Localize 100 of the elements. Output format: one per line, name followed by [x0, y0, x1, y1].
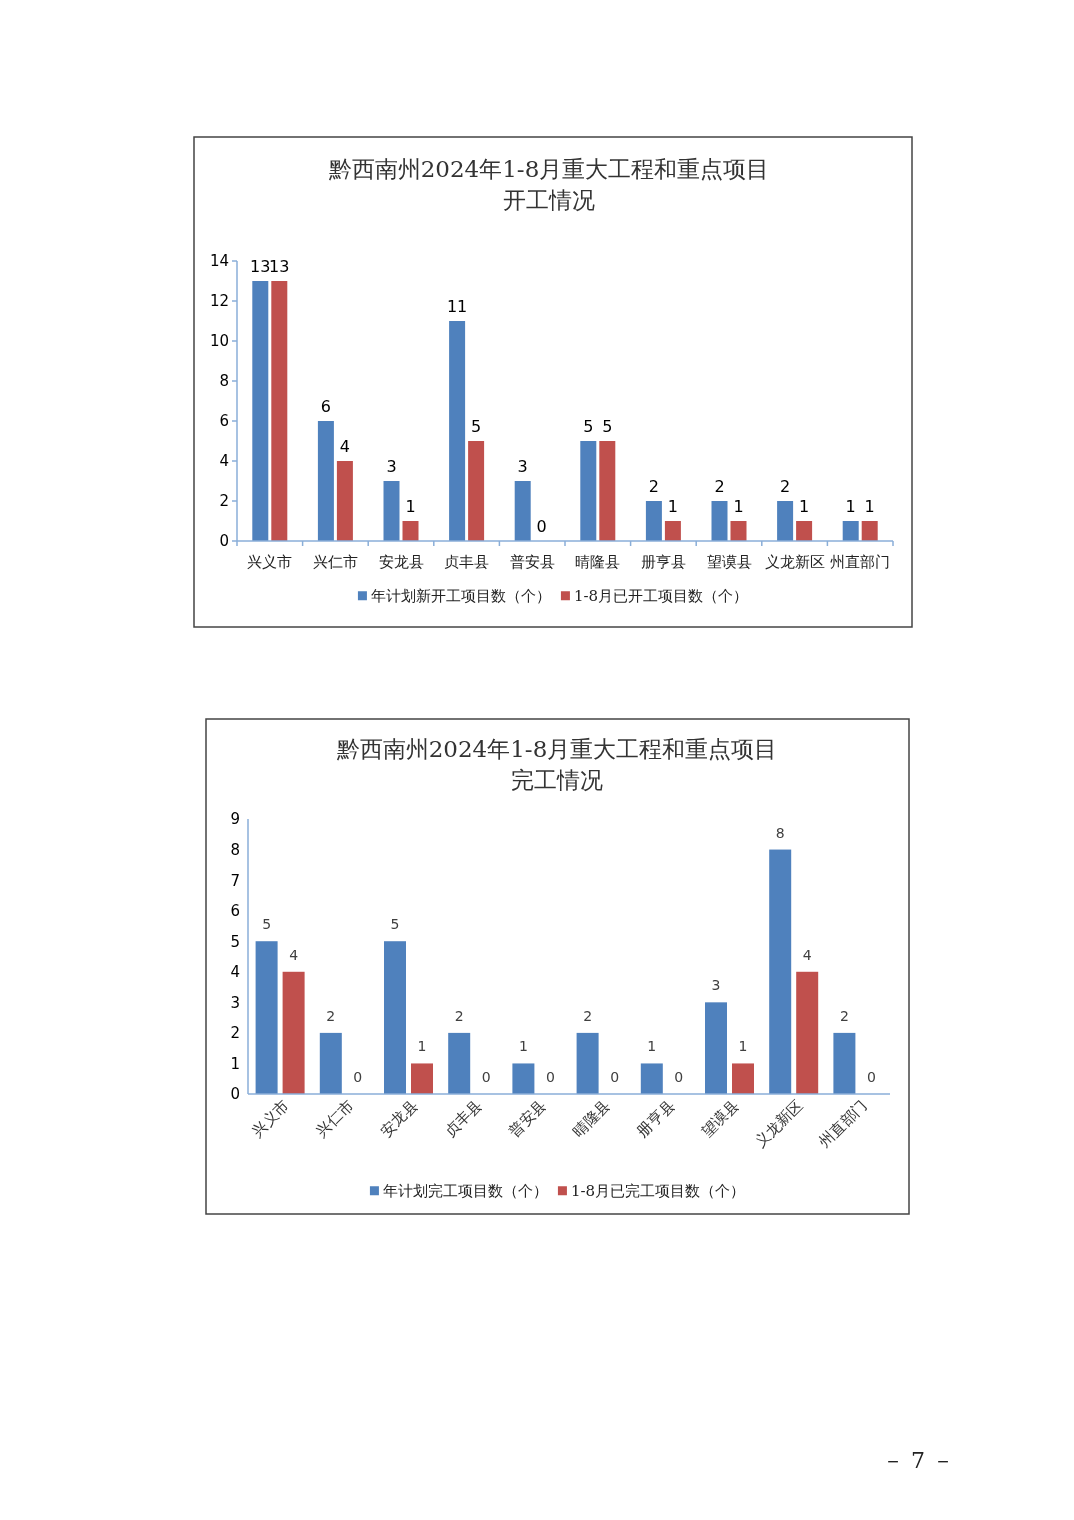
y-tick-label: 1 — [230, 1054, 240, 1073]
data-label: 5 — [602, 417, 613, 436]
y-tick-label: 0 — [219, 532, 229, 551]
bar — [468, 441, 485, 541]
chart-title: 黔西南州2024年1-8月重大工程和重点项目完工情况 — [335, 736, 778, 793]
bar — [255, 941, 278, 1094]
data-label: 1 — [733, 497, 744, 516]
x-tick-label: 望谟县 — [706, 553, 752, 571]
bar — [833, 1032, 856, 1094]
data-label: 1 — [845, 497, 856, 516]
data-label: 4 — [289, 946, 299, 963]
data-label: 8 — [775, 824, 785, 841]
bar — [319, 1032, 342, 1094]
x-tick-label: 兴仁市 — [312, 553, 358, 571]
data-label: 2 — [326, 1007, 336, 1024]
x-tick-label: 兴义市 — [247, 553, 293, 571]
y-tick-label: 7 — [230, 871, 240, 890]
y-tick-label: 8 — [219, 372, 229, 391]
x-tick-label: 贞丰县 — [444, 553, 490, 571]
data-label: 0 — [353, 1069, 363, 1085]
bar — [769, 849, 792, 1094]
bar — [336, 461, 353, 541]
bar — [512, 1063, 535, 1094]
bar — [777, 501, 794, 541]
data-label: 1 — [405, 497, 416, 516]
y-tick-label: 8 — [230, 840, 240, 859]
data-label: 2 — [714, 477, 725, 496]
bar — [842, 521, 859, 541]
bar — [796, 521, 813, 541]
x-tick-label: 册亨县 — [633, 1096, 679, 1141]
data-label: 1 — [738, 1038, 748, 1055]
data-label: 13 — [250, 257, 271, 276]
x-tick-label: 兴仁市 — [312, 1096, 358, 1141]
x-tick-label: 州直部门 — [815, 1096, 871, 1152]
data-label: 0 — [610, 1069, 620, 1085]
x-tick-label: 兴义市 — [248, 1096, 293, 1141]
legend-label: 1-8月已完工项目数（个） — [570, 1182, 746, 1200]
y-tick-label: 6 — [219, 412, 229, 431]
bar — [580, 441, 597, 541]
data-label: 4 — [802, 946, 812, 963]
data-label: 1 — [417, 1038, 427, 1055]
data-label: 0 — [481, 1069, 491, 1085]
y-tick-label: 2 — [219, 492, 229, 511]
bar — [732, 1063, 754, 1094]
y-tick-label: 14 — [209, 252, 229, 271]
x-tick-label: 州直部门 — [830, 553, 891, 571]
bar — [317, 421, 334, 541]
bar — [576, 1032, 599, 1094]
bar — [411, 1063, 433, 1094]
x-tick-label: 普安县 — [509, 553, 555, 571]
bar — [599, 441, 616, 541]
y-tick-label: 4 — [219, 452, 229, 471]
data-label: 13 — [269, 257, 290, 276]
bar — [449, 321, 466, 541]
bar — [384, 941, 406, 1094]
data-label: 2 — [583, 1007, 593, 1024]
data-label: 3 — [711, 977, 721, 994]
data-label: 5 — [583, 417, 594, 436]
x-tick-label: 普安县 — [505, 1096, 550, 1141]
bar — [514, 481, 531, 541]
bar — [730, 521, 747, 541]
x-tick-label: 晴隆县 — [575, 553, 621, 571]
text: － 7 － — [882, 1448, 954, 1473]
bar — [640, 1063, 663, 1094]
bar — [252, 281, 269, 541]
data-label: 2 — [780, 477, 791, 496]
bar — [664, 521, 681, 541]
x-tick-label: 册亨县 — [640, 553, 686, 571]
data-label: 1 — [667, 497, 678, 516]
y-tick-label: 12 — [209, 292, 229, 311]
x-tick-label: 义龙新区 — [751, 1096, 807, 1152]
data-label: 2 — [454, 1007, 464, 1024]
bar — [282, 971, 305, 1094]
x-tick-label: 晴隆县 — [569, 1096, 614, 1141]
y-tick-label: 4 — [230, 963, 240, 982]
data-label: 5 — [262, 916, 272, 933]
x-tick-label: 贞丰县 — [440, 1096, 486, 1141]
bar — [861, 521, 878, 541]
data-label: 0 — [866, 1069, 876, 1085]
data-label: 2 — [839, 1007, 849, 1024]
y-tick-label: 3 — [230, 993, 240, 1012]
y-tick-label: 6 — [230, 902, 240, 921]
legend-label: 1-8月已开工项目数（个） — [573, 587, 749, 605]
legend-label: 年计划完工项目数（个） — [382, 1182, 548, 1200]
data-label: 5 — [390, 916, 400, 933]
data-label: 0 — [536, 517, 547, 536]
data-label: 6 — [320, 397, 331, 416]
bar — [271, 281, 288, 541]
y-tick-label: 2 — [230, 1024, 240, 1043]
data-label: 1 — [864, 497, 875, 516]
bar — [402, 521, 419, 541]
chart-title: 黔西南州2024年1-8月重大工程和重点项目开工情况 — [327, 156, 770, 213]
x-tick-label: 安龙县 — [378, 553, 424, 571]
x-tick-label: 义龙新区 — [764, 553, 825, 571]
y-tick-label: 10 — [209, 332, 229, 351]
data-label: 1 — [647, 1038, 657, 1055]
legend-label: 年计划新开工项目数（个） — [370, 587, 551, 605]
y-tick-label: 5 — [230, 932, 240, 951]
data-label: 2 — [648, 477, 659, 496]
data-label: 4 — [339, 437, 350, 456]
